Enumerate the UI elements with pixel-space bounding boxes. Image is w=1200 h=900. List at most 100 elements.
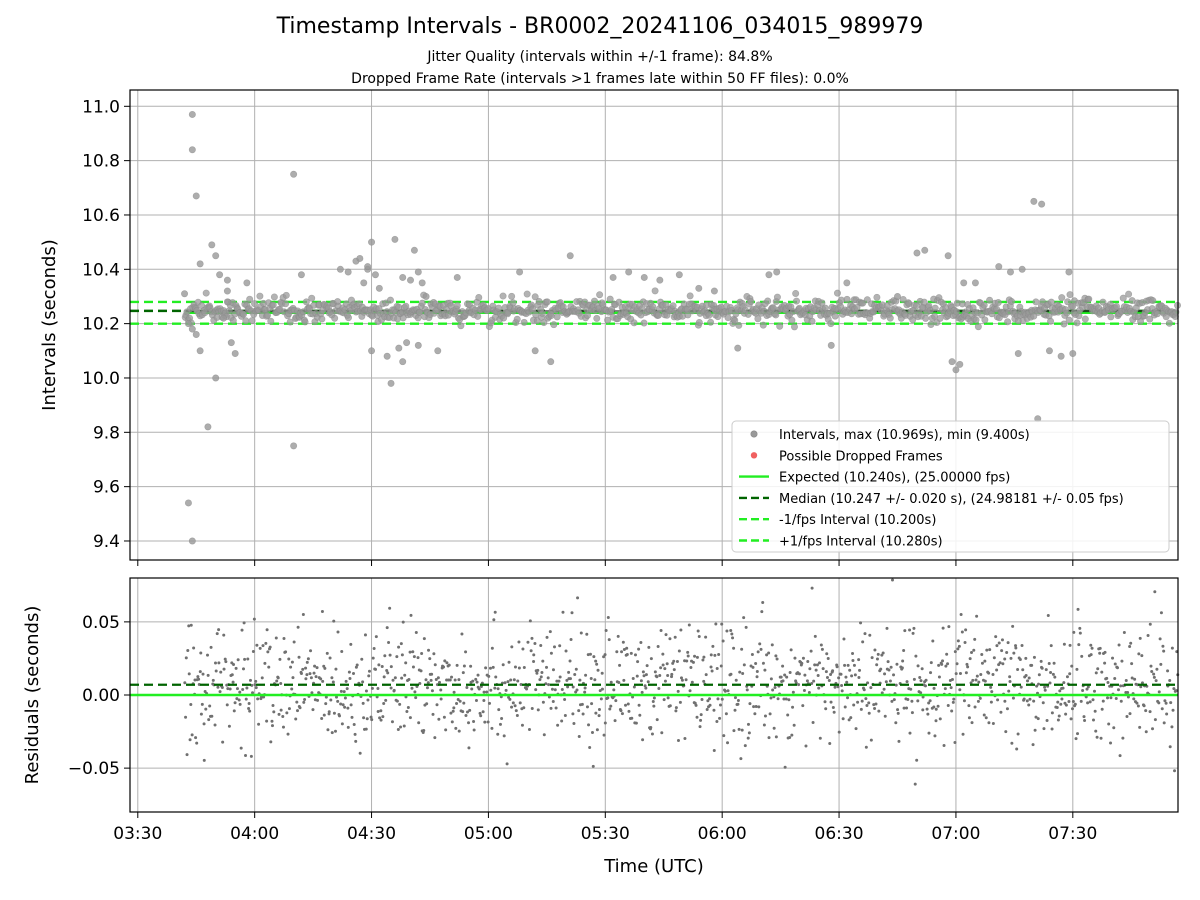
interval-point	[921, 246, 929, 254]
residual-point	[995, 644, 999, 648]
residual-point	[592, 655, 596, 659]
interval-point	[1006, 268, 1014, 276]
residual-point	[734, 678, 738, 682]
interval-point	[649, 303, 657, 311]
residual-point	[739, 757, 743, 761]
interval-point	[956, 360, 964, 368]
interval-point	[520, 318, 528, 326]
residual-point	[330, 676, 334, 680]
residual-point	[762, 723, 766, 727]
residual-point	[910, 699, 914, 703]
interval-point	[500, 314, 508, 322]
residual-point	[1010, 741, 1014, 745]
residual-point	[488, 701, 492, 705]
residual-point	[977, 680, 981, 684]
residual-point	[405, 710, 409, 714]
residual-point	[497, 708, 501, 712]
residual-point	[702, 679, 706, 683]
residual-point	[805, 679, 809, 683]
residual-point	[541, 659, 545, 663]
residual-point	[388, 653, 392, 657]
residual-point	[950, 709, 954, 713]
residual-point	[370, 718, 374, 722]
residual-point	[1006, 641, 1010, 645]
residual-point	[840, 683, 844, 687]
residual-point	[837, 676, 841, 680]
residual-point	[411, 665, 415, 669]
residual-point	[894, 683, 898, 687]
interval-point	[1085, 295, 1093, 303]
residual-point	[990, 690, 994, 694]
residual-point	[1114, 696, 1118, 700]
residual-point	[978, 696, 982, 700]
residual-point	[850, 674, 854, 678]
residual-point	[377, 663, 381, 667]
residual-point	[1082, 715, 1086, 719]
residual-point	[346, 706, 350, 710]
interval-point	[383, 352, 391, 360]
residual-point	[676, 739, 680, 743]
residual-point	[246, 657, 250, 661]
residual-point	[329, 698, 333, 702]
residual-point	[910, 711, 914, 715]
residual-point	[637, 647, 641, 651]
x-tick-label: 07:00	[931, 824, 980, 844]
interval-point	[414, 341, 422, 349]
residual-point	[819, 643, 823, 647]
residual-point	[784, 697, 788, 701]
residual-point	[211, 678, 215, 682]
residual-point	[1062, 642, 1066, 646]
residual-point	[1090, 646, 1094, 650]
residual-point	[513, 704, 517, 708]
residual-point	[618, 663, 622, 667]
residual-point	[595, 662, 599, 666]
residual-point	[695, 715, 699, 719]
residual-point	[817, 661, 821, 665]
residual-point	[776, 697, 780, 701]
residual-point	[837, 730, 841, 734]
residual-point	[589, 676, 593, 680]
residual-point	[228, 687, 232, 691]
interval-point	[606, 295, 614, 303]
interval-point	[960, 279, 968, 287]
residual-point	[615, 650, 619, 654]
residual-point	[254, 686, 258, 690]
residual-point	[194, 736, 198, 740]
residual-point	[1016, 668, 1020, 672]
residual-point	[756, 650, 760, 654]
residual-point	[699, 718, 703, 722]
residual-point	[1049, 644, 1053, 648]
residual-point	[912, 626, 916, 630]
residual-point	[240, 628, 244, 632]
interval-point	[886, 314, 894, 322]
residual-point	[792, 723, 796, 727]
interval-point	[184, 499, 192, 507]
residual-point	[263, 661, 267, 665]
interval-point	[364, 263, 372, 271]
residual-point	[538, 678, 542, 682]
residual-point	[967, 716, 971, 720]
residual-point	[824, 707, 828, 711]
residual-point	[1043, 685, 1047, 689]
interval-point	[286, 318, 294, 326]
x-tick-label: 05:30	[581, 824, 630, 844]
residual-point	[1133, 677, 1137, 681]
residual-point	[797, 672, 801, 676]
residual-point	[222, 633, 226, 637]
interval-point	[1058, 294, 1066, 302]
residual-point	[224, 660, 228, 664]
residual-point	[971, 678, 975, 682]
residual-point	[339, 702, 343, 706]
residual-point	[997, 641, 1001, 645]
residual-point	[616, 634, 620, 638]
residual-point	[553, 688, 557, 692]
residual-point	[988, 648, 992, 652]
residual-point	[651, 699, 655, 703]
residual-point	[1152, 675, 1156, 679]
residual-point	[980, 653, 984, 657]
residual-point	[406, 706, 410, 710]
residual-point	[865, 704, 869, 708]
interval-point	[980, 301, 988, 309]
residual-point	[232, 709, 236, 713]
residual-point	[467, 746, 471, 750]
